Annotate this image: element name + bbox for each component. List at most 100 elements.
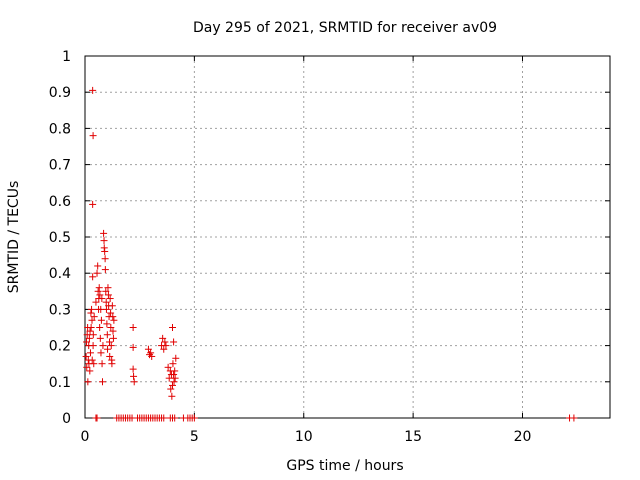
data-point	[102, 298, 110, 306]
data-point	[160, 414, 168, 422]
data-point	[109, 334, 117, 342]
data-point	[94, 287, 102, 295]
data-point	[88, 305, 96, 313]
data-point	[148, 352, 156, 360]
x-tick-label: 20	[514, 429, 532, 445]
y-tick-label: 0.9	[49, 85, 71, 101]
data-point	[84, 378, 92, 386]
data-point	[110, 316, 118, 324]
data-point	[169, 381, 176, 389]
data-point	[570, 414, 578, 422]
data-point	[99, 342, 107, 350]
data-point	[161, 338, 169, 346]
y-tick-label: 0.5	[49, 230, 71, 246]
data-point	[93, 269, 101, 277]
data-point	[99, 378, 106, 386]
data-point	[144, 345, 152, 353]
data-point	[83, 363, 91, 371]
data-point	[106, 295, 114, 303]
data-point	[164, 363, 172, 371]
data-point	[107, 309, 115, 317]
data-point	[170, 371, 178, 379]
grid	[85, 56, 610, 418]
data-point	[169, 324, 176, 331]
data-point	[85, 334, 93, 342]
data-point	[86, 327, 94, 335]
data-point	[130, 372, 138, 380]
data-point	[160, 345, 168, 353]
data-point	[159, 334, 167, 342]
data-point	[169, 360, 177, 368]
data-point	[130, 378, 138, 386]
y-tick-label: 0.6	[49, 194, 71, 210]
data-point	[106, 338, 113, 346]
data-point	[104, 284, 112, 292]
data-point	[87, 309, 95, 317]
data-point	[101, 255, 109, 263]
data-point	[98, 295, 106, 303]
data-point	[102, 305, 110, 313]
data-point	[147, 349, 155, 357]
data-point	[171, 374, 179, 382]
x-axis-label: GPS time / hours	[286, 458, 403, 474]
data-point	[88, 356, 96, 364]
data-points	[82, 86, 578, 422]
data-point	[83, 338, 91, 346]
data-point	[165, 374, 173, 382]
data-point	[129, 324, 137, 331]
data-point	[129, 365, 137, 373]
data-point	[171, 367, 179, 375]
data-point	[88, 316, 96, 324]
y-tick-label: 0.4	[49, 266, 71, 282]
data-point	[172, 354, 180, 362]
data-point	[89, 86, 97, 94]
data-point	[86, 367, 94, 375]
y-axis-label: SRMTID / TECUs	[6, 181, 22, 294]
data-point	[190, 414, 198, 422]
y-tick-label: 0.1	[49, 375, 71, 391]
x-tick-label: 5	[190, 429, 199, 445]
data-point	[93, 414, 101, 422]
data-point	[167, 385, 175, 393]
x-tick-label: 0	[81, 429, 90, 445]
x-tick-label: 10	[295, 429, 313, 445]
data-point	[92, 298, 100, 306]
data-point	[109, 327, 117, 335]
y-tick-label: 0.7	[49, 158, 71, 174]
data-point	[95, 284, 103, 292]
data-point	[170, 338, 178, 346]
x-tick-label: 15	[404, 429, 422, 445]
data-point	[108, 302, 116, 310]
data-point	[103, 320, 111, 328]
data-point	[96, 334, 104, 342]
data-point	[106, 352, 114, 360]
data-point	[83, 331, 91, 339]
data-point	[109, 313, 117, 321]
data-point	[96, 291, 104, 299]
data-point	[107, 342, 115, 350]
y-tick-label: 0	[62, 411, 71, 427]
data-point	[102, 287, 110, 295]
data-point	[89, 331, 97, 339]
data-point	[107, 324, 115, 331]
x-tick-labels: 0 5 10 15 20	[81, 429, 532, 445]
data-point	[170, 378, 178, 386]
data-point	[98, 360, 106, 368]
y-tick-label: 0.2	[49, 339, 71, 355]
data-point	[97, 349, 105, 357]
data-point	[104, 291, 112, 299]
data-point	[100, 229, 108, 237]
data-point	[89, 200, 97, 208]
data-point	[168, 392, 176, 400]
y-tick-label: 1	[62, 49, 71, 65]
data-point	[97, 316, 105, 324]
data-point	[101, 266, 109, 274]
data-point	[89, 132, 97, 140]
ticks	[84, 55, 610, 419]
data-point	[104, 345, 112, 353]
data-point	[101, 247, 109, 255]
data-point	[100, 237, 108, 245]
data-point	[82, 352, 90, 360]
data-point	[96, 324, 104, 331]
